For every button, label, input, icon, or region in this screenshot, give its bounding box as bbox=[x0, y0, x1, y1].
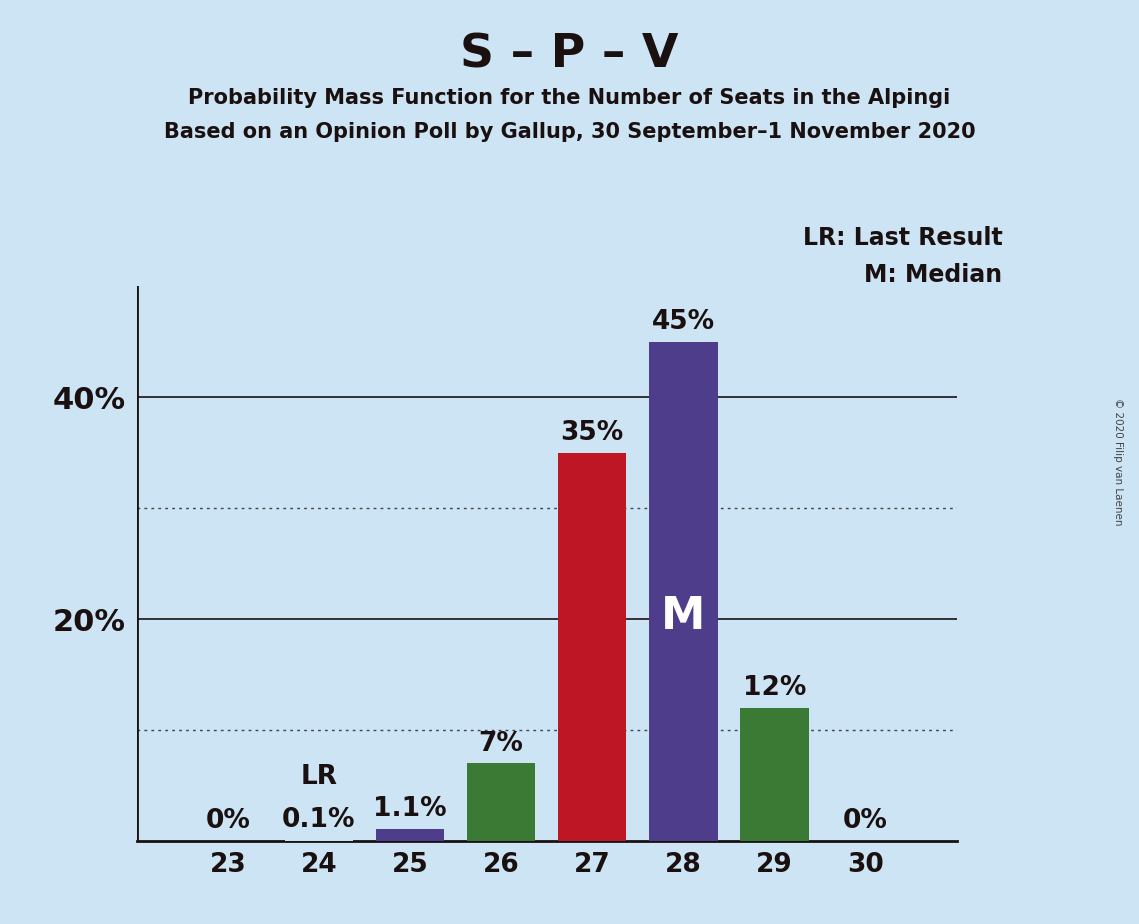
Text: S – P – V: S – P – V bbox=[460, 32, 679, 78]
Text: 45%: 45% bbox=[652, 310, 715, 335]
Bar bbox=[285, 840, 353, 841]
Bar bbox=[467, 763, 535, 841]
Bar bbox=[740, 708, 809, 841]
Text: 12%: 12% bbox=[743, 675, 806, 701]
Text: 1.1%: 1.1% bbox=[374, 796, 446, 822]
Bar bbox=[558, 453, 626, 841]
Text: 7%: 7% bbox=[478, 731, 524, 757]
Text: M: Median: M: Median bbox=[865, 263, 1002, 287]
Text: M: M bbox=[662, 595, 705, 638]
Text: 0.1%: 0.1% bbox=[282, 807, 355, 833]
Text: LR: Last Result: LR: Last Result bbox=[803, 226, 1002, 250]
Text: © 2020 Filip van Laenen: © 2020 Filip van Laenen bbox=[1114, 398, 1123, 526]
Text: LR: LR bbox=[301, 764, 337, 790]
Bar bbox=[649, 342, 718, 841]
Bar bbox=[376, 829, 444, 841]
Text: Probability Mass Function for the Number of Seats in the Alpingi: Probability Mass Function for the Number… bbox=[188, 88, 951, 108]
Text: 0%: 0% bbox=[205, 808, 251, 834]
Text: Based on an Opinion Poll by Gallup, 30 September–1 November 2020: Based on an Opinion Poll by Gallup, 30 S… bbox=[164, 122, 975, 142]
Text: 0%: 0% bbox=[843, 808, 888, 834]
Text: 35%: 35% bbox=[560, 420, 624, 446]
